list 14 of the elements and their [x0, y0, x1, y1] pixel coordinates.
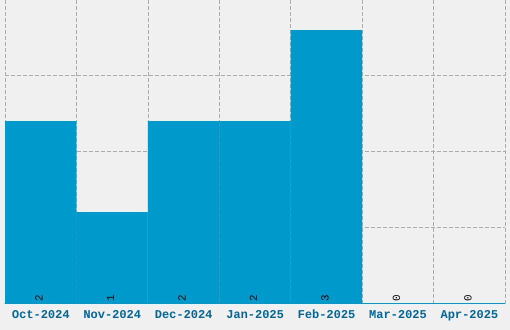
- x-tick-label: Oct-2024: [12, 308, 70, 322]
- x-tick-label: Nov-2024: [83, 308, 141, 322]
- x-tick-label: Feb-2025: [298, 308, 356, 322]
- data-label: 0: [392, 294, 404, 301]
- data-label: 3: [320, 294, 332, 301]
- x-tick-label: Mar-2025: [369, 308, 427, 322]
- x-tick-label: Apr-2025: [440, 308, 498, 322]
- x-tick-label: Jan-2025: [226, 308, 284, 322]
- data-label: 2: [34, 294, 47, 301]
- data-label: 2: [178, 294, 190, 301]
- x-tick-label: Dec-2024: [154, 308, 212, 322]
- data-label: 0: [463, 294, 476, 301]
- data-label: 1: [106, 294, 118, 301]
- data-label: 2: [249, 294, 261, 301]
